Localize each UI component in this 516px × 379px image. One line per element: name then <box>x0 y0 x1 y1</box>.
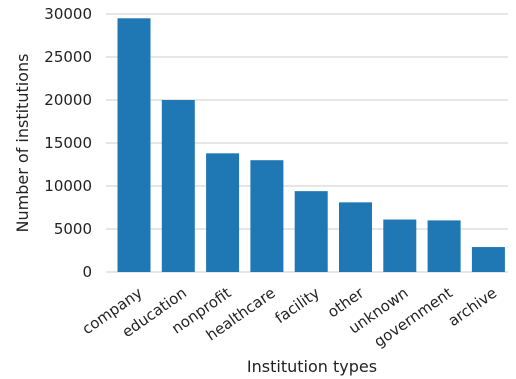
y-tick-label: 15000 <box>44 134 92 152</box>
bar-nonprofit <box>206 153 240 272</box>
y-tick-label: 5000 <box>54 220 92 238</box>
x-axis-label: Institution types <box>247 357 377 376</box>
bars <box>117 18 505 272</box>
y-axis-label: Number of institutions <box>13 54 32 233</box>
y-tick-labels: 0 5000 10000 15000 20000 25000 30000 <box>44 5 92 281</box>
y-tick-label: 10000 <box>44 177 92 195</box>
bar-facility <box>294 191 328 272</box>
y-tick-label: 30000 <box>44 5 92 23</box>
bar-archive <box>471 247 505 272</box>
x-tick-labels: companyeducationnonprofithealthcarefacil… <box>79 283 500 351</box>
bar-government <box>427 220 461 272</box>
x-tick-label: archive <box>445 284 500 330</box>
bar-other <box>339 202 372 272</box>
bar-education <box>161 100 195 272</box>
bar-unknown <box>383 219 417 272</box>
bar-healthcare <box>250 160 284 272</box>
y-tick-label: 0 <box>82 263 92 281</box>
y-tick-label: 25000 <box>44 48 92 66</box>
bar-company <box>117 18 151 272</box>
y-tick-label: 20000 <box>44 91 92 109</box>
x-tick-label: facility <box>272 284 323 327</box>
